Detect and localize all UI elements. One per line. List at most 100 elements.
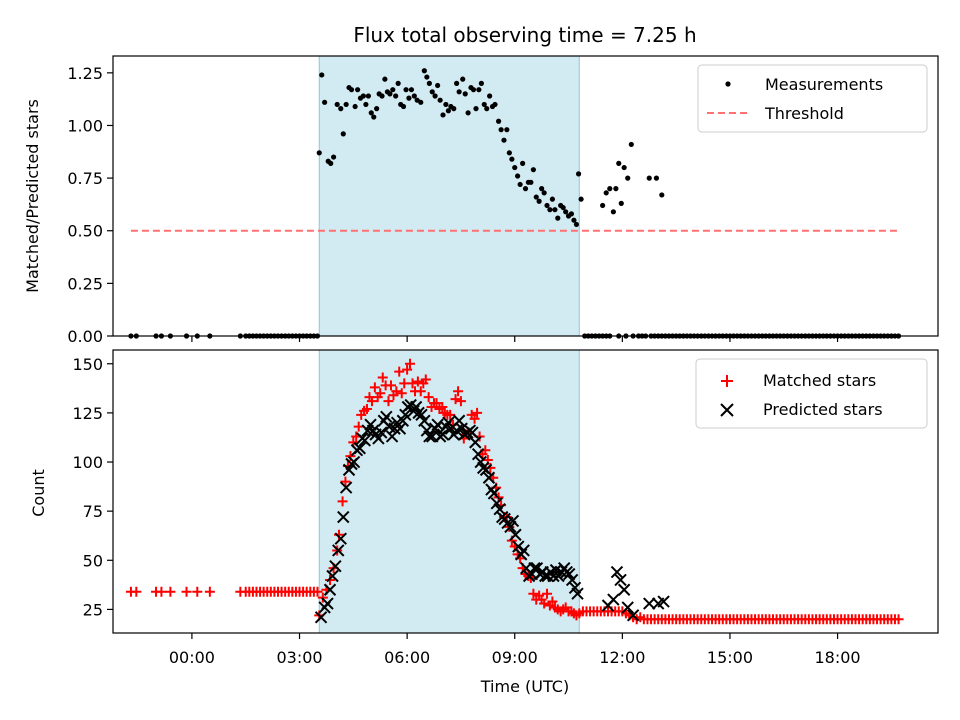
matched-stars-point [181, 586, 192, 597]
measurement-point [560, 204, 566, 211]
top-legend-box [697, 64, 928, 133]
measurement-point [340, 131, 346, 137]
measurement-point [533, 194, 539, 200]
measurement-point [406, 95, 412, 101]
predicted-stars-point [334, 532, 347, 545]
predicted-stars-point [418, 414, 431, 427]
predicted-stars-point [339, 481, 353, 494]
measurement-point [365, 93, 371, 99]
measurement-point [552, 207, 558, 213]
predicted-stars-point [607, 593, 620, 606]
predicted-stars-point [626, 609, 640, 622]
bottom-y-axis-label: Count [29, 469, 48, 517]
measurement-point [539, 186, 545, 192]
matched-stars-point [450, 394, 461, 405]
bottom-y-tick-label: 100 [72, 453, 103, 472]
predicted-stars-point [337, 510, 350, 524]
predicted-stars-point [479, 463, 493, 477]
matched-stars-point [547, 596, 558, 607]
top-axes-frame [112, 55, 939, 337]
measurement-point [460, 76, 466, 82]
bottom-x-tick-label: 09:00 [492, 648, 538, 667]
measurement-point [501, 137, 507, 143]
bottom-x-tick-label: 03:00 [276, 648, 322, 667]
measurement-point [618, 200, 624, 206]
measurement-point [547, 207, 553, 213]
matched-stars-point [204, 586, 215, 597]
measurement-point [536, 198, 542, 204]
measurement-point [421, 68, 427, 74]
measurement-point [352, 103, 358, 110]
matched-stars-point [542, 588, 553, 599]
measurement-point [316, 150, 322, 156]
legend-matched-label: Matched stars [763, 371, 876, 390]
measurement-point [382, 76, 388, 82]
matched-stars-point [453, 386, 464, 397]
matched-stars-point [528, 588, 539, 599]
predicted-stars-point [326, 569, 339, 583]
matched-stars-point [412, 376, 423, 387]
predicted-stars-point [490, 497, 504, 510]
top-y-tick-label: 0.50 [67, 222, 103, 241]
matched-stars-point [469, 413, 480, 424]
bottom-y-tick-label: 75 [83, 502, 103, 521]
measurement-point [328, 160, 334, 166]
top-plot-layer: 0.00 0.25 0.50 0.75 1.00 1.25 [67, 55, 902, 346]
predicted-stars-point [358, 434, 372, 447]
predicted-stars-point [509, 528, 522, 541]
measurement-point [575, 171, 582, 177]
predicted-stars-point [361, 424, 374, 437]
measurement-point [625, 175, 631, 181]
predicted-stars-point [372, 432, 385, 445]
predicted-stars-point [314, 611, 328, 624]
predicted-stars-point [399, 408, 412, 422]
measurement-point [573, 221, 580, 228]
bottom-series-predicted-stars [314, 398, 670, 624]
matched-stars-point [455, 396, 466, 407]
predicted-stars-point [471, 447, 485, 461]
matched-stars-point [156, 586, 167, 597]
matched-stars-point [396, 388, 407, 399]
predicted-stars-point [657, 595, 670, 608]
measurement-point [659, 192, 665, 198]
predicted-stars-point [436, 428, 450, 441]
measurement-point [509, 156, 515, 162]
measurement-point [334, 101, 340, 108]
measurement-point [506, 150, 512, 156]
measurement-point [571, 217, 577, 223]
matched-stars-point [893, 614, 904, 625]
predicted-stars-point [571, 587, 584, 600]
predicted-stars-point [643, 597, 656, 610]
measurement-point [408, 87, 415, 93]
bottom-y-tick-label: 125 [72, 404, 103, 423]
matched-stars-point [366, 396, 377, 407]
legend-predicted-label: Predicted stars [763, 400, 883, 419]
measurement-point [653, 175, 660, 181]
predicted-stars-point [375, 426, 388, 439]
measurement-point [610, 209, 616, 215]
predicted-stars-point [321, 597, 334, 610]
measurement-point [600, 202, 606, 209]
measurement-point [616, 160, 622, 166]
legend-predicted-marker [720, 403, 734, 417]
bottom-panel: 25 50 75 100 125 150 00:00 03:00 06:00 09:00 12:00… [29, 349, 939, 696]
top-legend: Measurements Threshold [697, 64, 928, 133]
predicted-stars-point [610, 565, 624, 579]
matched-stars-point [353, 421, 364, 432]
measurement-point [568, 211, 575, 217]
measurement-point [374, 106, 380, 112]
measurement-point [487, 93, 493, 99]
predicted-stars-point [617, 583, 631, 596]
top-y-axis-label: Matched/Predicted stars [23, 99, 42, 293]
matched-stars-point [407, 378, 418, 389]
measurement-point [515, 173, 521, 179]
measurement-point [348, 87, 355, 93]
measurement-point [435, 82, 441, 89]
matched-stars-point [192, 586, 203, 597]
measurement-point [371, 114, 377, 120]
predicted-stars-point [621, 601, 634, 614]
predicted-stars-point [452, 414, 466, 427]
top-y-tick-label: 0.75 [67, 169, 103, 188]
measurement-point [462, 91, 468, 97]
